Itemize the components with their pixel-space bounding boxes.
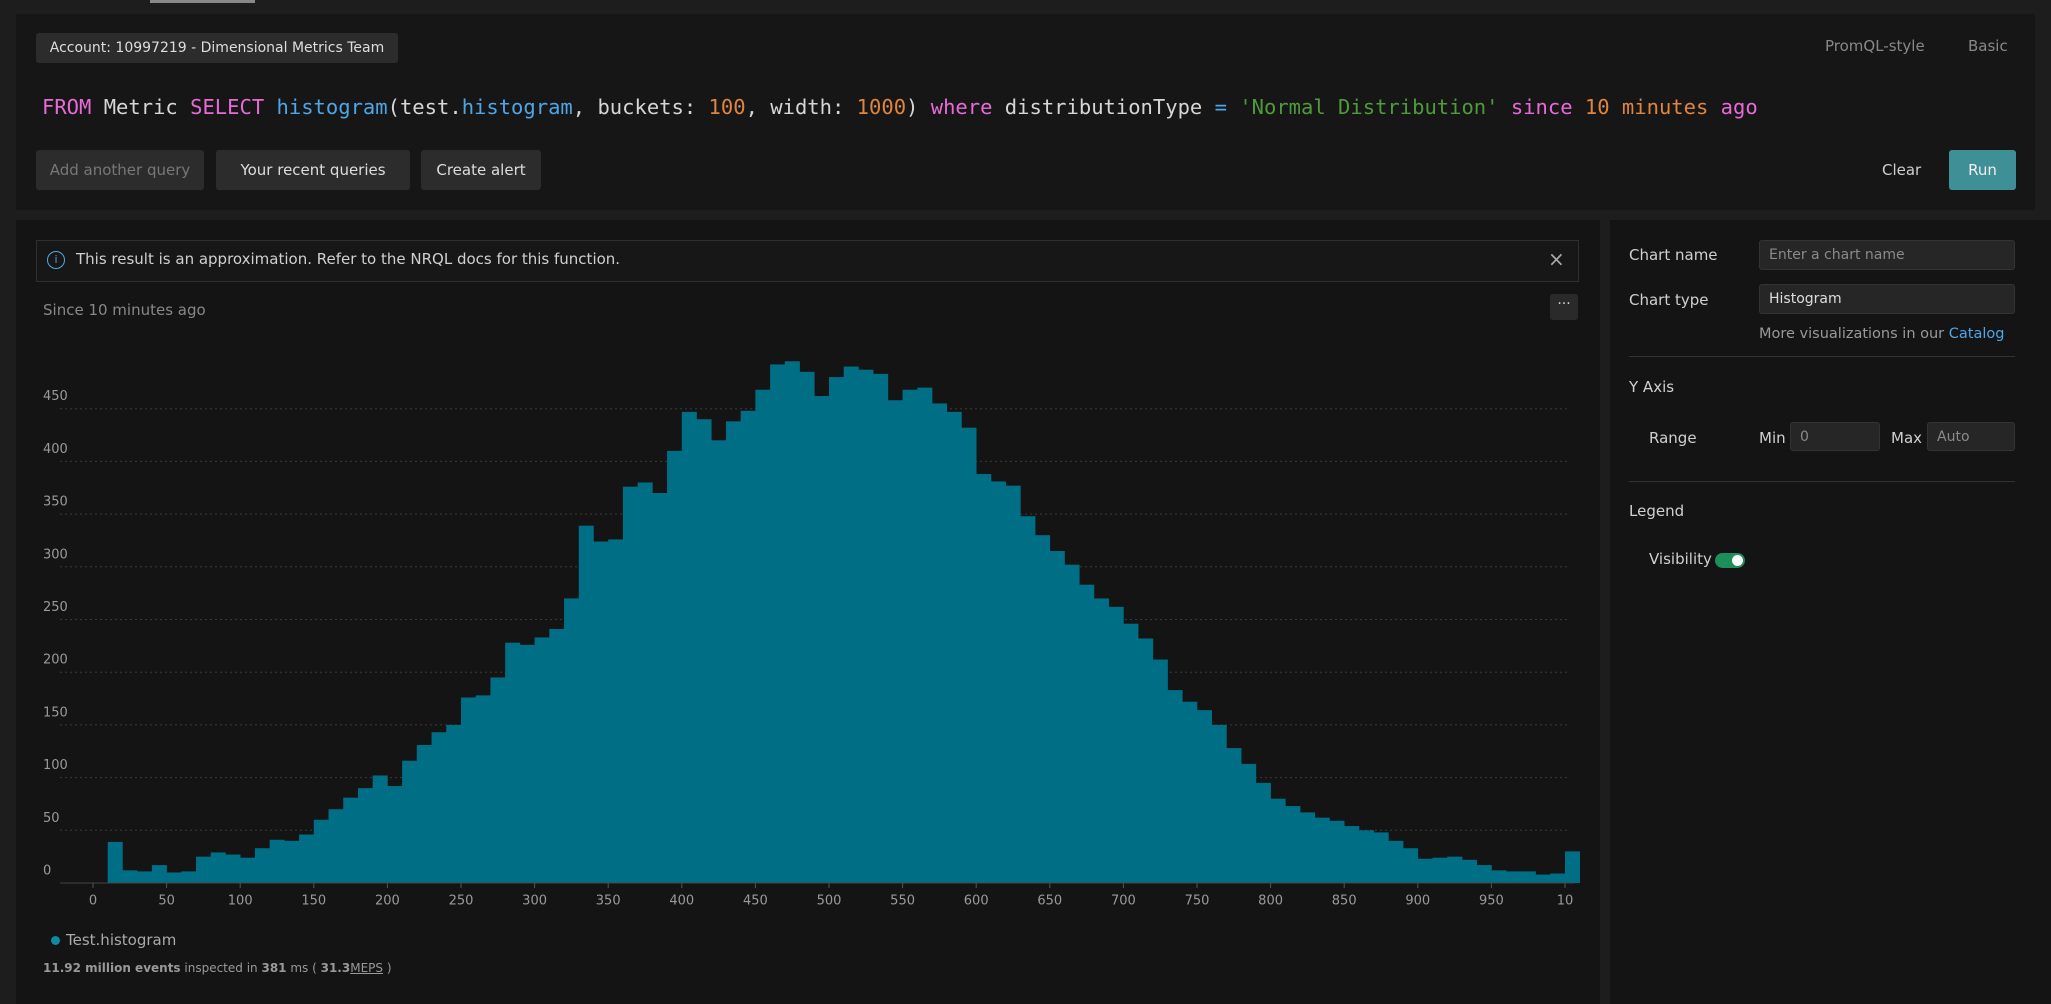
query-token: histogram — [461, 95, 573, 119]
query-token: since — [1510, 95, 1573, 119]
query-token: 100 — [708, 95, 746, 119]
footer-stats: 11.92 million events inspected in 381 ms… — [43, 961, 392, 975]
query-token: 1000 — [856, 95, 907, 119]
stat: ) — [383, 961, 392, 975]
basic-toggle[interactable]: Basic — [1968, 37, 2008, 55]
setting-label: Range — [1649, 429, 1697, 447]
chart-type-select[interactable]: Histogram — [1759, 284, 2015, 314]
query-token — [264, 95, 276, 119]
query-token: = — [1214, 95, 1227, 119]
divider — [1629, 481, 2015, 482]
query-token: SELECT — [190, 95, 265, 119]
query-token: ) — [906, 95, 931, 119]
divider — [1629, 356, 2015, 357]
stat: 11.92 million events — [43, 961, 181, 975]
legend-label: Test.histogram — [66, 931, 177, 949]
text: More visualizations in our — [1759, 326, 1949, 342]
visibility-toggle[interactable] — [1715, 553, 1745, 568]
since-label: Since 10 minutes ago — [43, 301, 206, 319]
query-token — [1499, 95, 1511, 119]
query-token: (test. — [387, 95, 462, 119]
query-token — [1227, 95, 1239, 119]
stat: 381 — [261, 961, 287, 975]
info-icon: i — [47, 251, 65, 269]
run-button[interactable]: Run — [1949, 150, 2016, 190]
query-token: 10 minutes — [1584, 95, 1709, 119]
query-token: histogram — [276, 95, 388, 119]
query-token — [1708, 95, 1720, 119]
more-menu[interactable]: ··· — [1550, 294, 1578, 320]
query-token: FROM — [42, 95, 92, 119]
setting-label: Visibility — [1649, 550, 1712, 568]
recent-queries-button[interactable]: Your recent queries — [216, 150, 410, 190]
clear-button[interactable]: Clear — [1882, 161, 1922, 179]
stat: ms ( — [286, 961, 321, 975]
query-token: ago — [1720, 95, 1758, 119]
close-icon[interactable]: × — [1548, 247, 1565, 271]
query-token: Metric — [91, 95, 191, 119]
notice-text: This result is an approximation. Refer t… — [76, 250, 621, 268]
create-alert-button[interactable]: Create alert — [421, 150, 541, 190]
query-token: distributionType — [992, 95, 1215, 119]
account-select[interactable]: Account: 10997219 - Dimensional Metrics … — [36, 33, 398, 63]
stat: MEPS — [350, 961, 384, 975]
query-editor[interactable]: FROM Metric SELECT histogram(test.histog… — [42, 95, 1758, 119]
promql-toggle[interactable]: PromQL-style — [1825, 37, 1925, 55]
add-query-button[interactable]: Add another query — [36, 150, 204, 190]
legend-swatch — [51, 936, 60, 945]
min-input[interactable]: 0 — [1790, 422, 1880, 451]
query-token: where — [930, 95, 993, 119]
setting-label: Min — [1759, 429, 1786, 447]
section-title: Y Axis — [1629, 378, 1675, 396]
section-title: Legend — [1629, 502, 1685, 520]
chart-panel — [16, 220, 1600, 1004]
setting-label: Chart name — [1629, 246, 1718, 264]
stat: inspected in — [180, 961, 262, 975]
setting-label: Max — [1891, 429, 1923, 447]
notice-banner — [36, 240, 1579, 282]
stat: 31.3 — [320, 961, 351, 975]
query-token: 'Normal Distribution' — [1239, 95, 1499, 119]
settings-panel — [1610, 220, 2051, 1004]
query-token — [1573, 95, 1585, 119]
more-visualizations: More visualizations in our Catalog — [1759, 326, 2004, 342]
setting-label: Chart type — [1629, 291, 1709, 309]
chart-name-input[interactable]: Enter a chart name — [1759, 240, 2015, 270]
query-token: , buckets: — [572, 95, 709, 119]
max-input[interactable]: Auto — [1927, 422, 2015, 451]
query-token: , width: — [745, 95, 857, 119]
catalog-link[interactable]: Catalog — [1948, 326, 2005, 342]
tab-indicator — [150, 0, 255, 3]
